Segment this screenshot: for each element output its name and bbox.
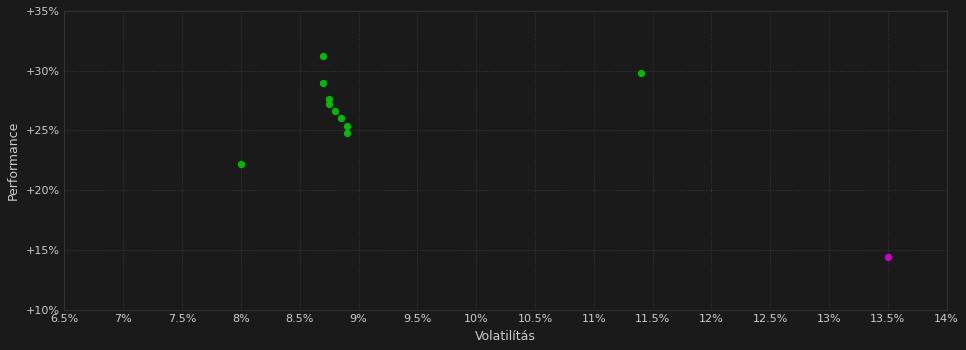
Point: [339, 130, 355, 135]
Point: [339, 123, 355, 128]
X-axis label: Volatilítás: Volatilítás: [475, 330, 536, 343]
Point: [333, 116, 349, 121]
Point: [233, 161, 248, 167]
Point: [633, 70, 648, 76]
Point: [327, 108, 343, 114]
Point: [316, 80, 331, 85]
Point: [880, 254, 895, 260]
Point: [322, 97, 337, 102]
Y-axis label: Performance: Performance: [7, 121, 20, 200]
Point: [322, 102, 337, 107]
Point: [316, 54, 331, 59]
